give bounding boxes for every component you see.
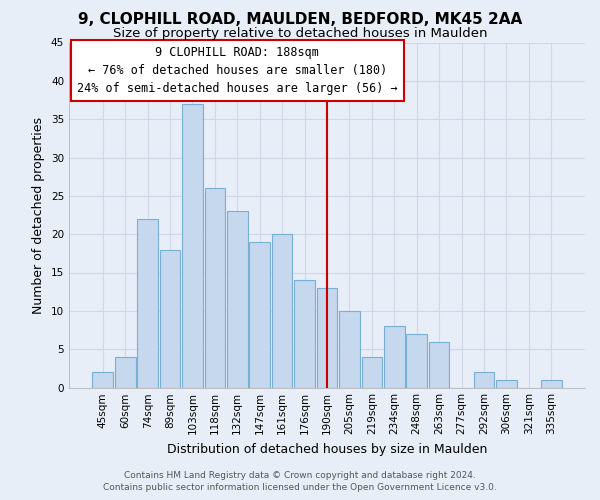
Bar	[317, 288, 337, 388]
Bar	[294, 280, 315, 388]
Bar	[92, 372, 113, 388]
Bar	[272, 234, 292, 388]
Bar	[339, 311, 360, 388]
Bar	[429, 342, 449, 388]
Text: Contains HM Land Registry data © Crown copyright and database right 2024.
Contai: Contains HM Land Registry data © Crown c…	[103, 471, 497, 492]
X-axis label: Distribution of detached houses by size in Maulden: Distribution of detached houses by size …	[167, 443, 487, 456]
Bar	[227, 211, 248, 388]
Text: 9, CLOPHILL ROAD, MAULDEN, BEDFORD, MK45 2AA: 9, CLOPHILL ROAD, MAULDEN, BEDFORD, MK45…	[78, 12, 522, 28]
Bar	[473, 372, 494, 388]
Bar	[541, 380, 562, 388]
Text: 9 CLOPHILL ROAD: 188sqm
← 76% of detached houses are smaller (180)
24% of semi-d: 9 CLOPHILL ROAD: 188sqm ← 76% of detache…	[77, 46, 398, 96]
Bar	[205, 188, 225, 388]
Bar	[384, 326, 404, 388]
Bar	[250, 242, 270, 388]
Bar	[160, 250, 181, 388]
Bar	[115, 357, 136, 388]
Text: Size of property relative to detached houses in Maulden: Size of property relative to detached ho…	[113, 28, 487, 40]
Bar	[137, 219, 158, 388]
Y-axis label: Number of detached properties: Number of detached properties	[32, 116, 46, 314]
Bar	[496, 380, 517, 388]
Bar	[182, 104, 203, 388]
Bar	[362, 357, 382, 388]
Bar	[406, 334, 427, 388]
